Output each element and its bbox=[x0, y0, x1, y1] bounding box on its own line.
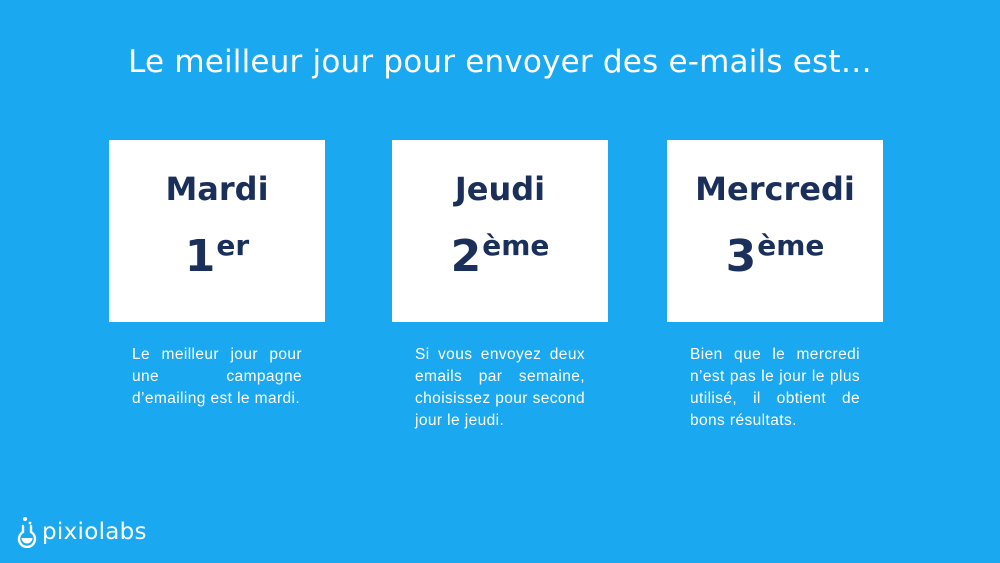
pixiolabs-logo: pixiolabs bbox=[16, 514, 147, 550]
card-day-label: Mercredi bbox=[695, 170, 855, 208]
rank-card-3: Mercredi 3ème bbox=[667, 140, 883, 322]
card-day-label: Mardi bbox=[165, 170, 269, 208]
rank-card-1: Mardi 1er bbox=[109, 140, 325, 322]
rank-suffix: ème bbox=[757, 229, 825, 262]
card-rank: 3ème bbox=[667, 232, 883, 279]
card-rank: 1er bbox=[109, 232, 325, 279]
rank-card-2: Jeudi 2ème bbox=[392, 140, 608, 322]
logo-text: pixiolabs bbox=[42, 519, 147, 545]
rank-suffix: ème bbox=[482, 229, 550, 262]
card-rank: 2ème bbox=[392, 232, 608, 279]
card-day-label: Jeudi bbox=[454, 170, 546, 208]
rank-suffix: er bbox=[216, 229, 250, 262]
rank-number: 3 bbox=[725, 231, 757, 282]
card-description: Si vous envoyez deux emails par semaine,… bbox=[415, 346, 585, 429]
card-description: Bien que le mercredi n’est pas le jour l… bbox=[690, 346, 860, 429]
flask-icon bbox=[17, 517, 37, 548]
rank-number: 2 bbox=[450, 231, 482, 282]
slide-title: Le meilleur jour pour envoyer des e-mail… bbox=[128, 44, 872, 80]
rank-number: 1 bbox=[184, 231, 216, 282]
card-description: Le meilleur jour pour une campagne d’ema… bbox=[132, 346, 302, 407]
